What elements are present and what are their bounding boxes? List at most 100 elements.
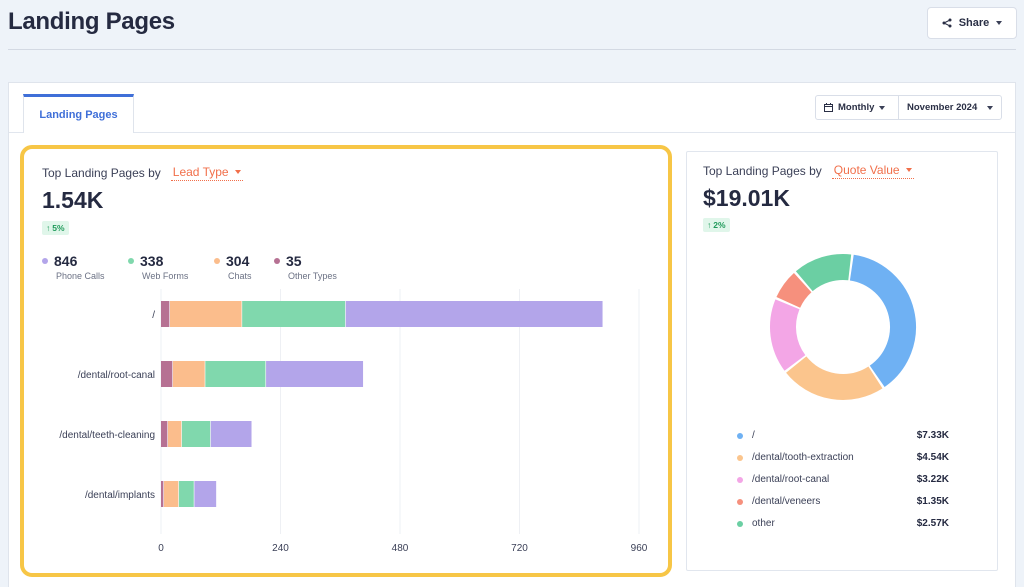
legend-label: /dental/root-canal [752,474,830,485]
lead-type-card: Top Landing Pages by Lead Type 1.54K ↑ 5… [20,145,672,577]
donut-slice[interactable] [849,254,916,387]
bar-segment[interactable] [161,361,173,387]
lead-card-title-text: Top Landing Pages by [42,166,161,180]
share-label: Share [958,17,990,29]
x-tick-label: 240 [272,543,289,554]
bar-segment[interactable] [161,301,170,327]
chevron-down-icon [879,105,886,110]
bar-segment[interactable] [345,301,603,327]
bar-segment[interactable] [194,481,217,507]
quote-value-dropdown[interactable]: Quote Value [831,163,914,179]
metric-other-types: 35 Other Types [274,253,337,281]
lead-card-title: Top Landing Pages by Lead Type [42,165,243,181]
metric-value: 846 [54,253,78,269]
metric-dot [274,258,280,264]
donut-slice[interactable] [776,272,812,309]
legend-item[interactable]: / $7.33K [737,430,949,441]
metric-dot [214,258,220,264]
quote-card-title: Top Landing Pages by Quote Value [703,163,914,179]
metric-label: Chats [228,271,252,281]
donut-slice[interactable] [795,254,852,292]
bar-segment[interactable] [210,421,252,447]
y-category-label: /dental/root-canal [78,370,155,381]
legend-item[interactable]: /dental/tooth-extraction $4.54K [737,452,949,463]
legend-value: $4.54K [916,452,949,463]
share-button[interactable]: Share [927,7,1017,39]
quote-change-badge: ↑ 2% [703,218,730,232]
chevron-down-icon [996,21,1003,25]
metric-value: 304 [226,253,250,269]
legend-value: $7.33K [916,430,949,441]
bar-segment[interactable] [169,301,242,327]
lead-type-dropdown-label: Lead Type [172,165,229,179]
y-category-label: / [152,310,155,321]
bar-segment[interactable] [161,481,164,507]
x-tick-label: 960 [631,543,648,554]
x-tick-label: 0 [158,543,164,554]
quote-value-card: Top Landing Pages by Quote Value $19.01K… [686,151,998,571]
legend-value: $1.35K [916,496,949,507]
lead-total: 1.54K [42,187,104,213]
legend-label: other [752,518,775,529]
legend-label: /dental/tooth-extraction [752,452,854,463]
lead-type-dropdown[interactable]: Lead Type [170,165,243,181]
metric-dot [128,258,134,264]
metric-web-forms: 338 Web Forms [128,253,188,281]
bar-segment[interactable] [172,361,205,387]
tab-landing-pages[interactable]: Landing Pages [23,94,134,133]
legend-label: /dental/veneers [752,496,821,507]
tab-strip-divider [9,132,1015,133]
metric-value: 35 [286,253,302,269]
calendar-icon [824,103,833,112]
period-select[interactable]: Monthly [815,95,899,120]
date-select[interactable]: November 2024 [898,95,1002,120]
quote-card-title-text: Top Landing Pages by [703,164,822,178]
legend-dot [737,476,743,483]
bar-segment[interactable] [167,421,182,447]
donut-slice[interactable] [770,299,806,371]
period-value: Monthly [838,102,875,113]
x-tick-label: 720 [511,543,528,554]
legend-dot [737,432,743,439]
page-title: Landing Pages [8,8,175,35]
x-tick-label: 480 [392,543,409,554]
bar-segment[interactable] [178,481,194,507]
title-divider [8,49,1016,50]
legend-dot [737,498,743,505]
bar-segment[interactable] [161,421,168,447]
metric-chats: 304 Chats [214,253,252,281]
legend-value: $2.57K [916,518,949,529]
legend-item[interactable]: /dental/root-canal $3.22K [737,474,949,485]
chevron-down-icon [987,105,993,110]
arrow-up-icon: ↑ [707,220,712,230]
y-category-label: /dental/teeth-cleaning [59,430,155,441]
lead-change-value: 5% [52,223,65,233]
chevron-down-icon [905,168,912,172]
legend-item[interactable]: other $2.57K [737,518,949,529]
metric-phone-calls: 846 Phone Calls [42,253,105,281]
legend-value: $3.22K [916,474,949,485]
chevron-down-icon [234,170,241,174]
metric-value: 338 [140,253,164,269]
donut-slice[interactable] [786,355,883,400]
metric-label: Phone Calls [56,271,105,281]
quote-total: $19.01K [703,185,790,211]
metric-label: Web Forms [142,271,189,281]
legend-dot [737,454,743,461]
lead-change-badge: ↑ 5% [42,221,69,235]
quote-value-donut-chart [770,254,916,400]
legend-label: / [752,430,755,441]
arrow-up-icon: ↑ [46,223,51,233]
bar-segment[interactable] [242,301,346,327]
share-icon [942,18,952,28]
y-category-label: /dental/implants [85,490,155,501]
bar-segment[interactable] [205,361,266,387]
bar-segment[interactable] [266,361,364,387]
date-value: November 2024 [907,102,978,113]
legend-dot [737,520,743,527]
bar-segment[interactable] [181,421,211,447]
legend-item[interactable]: /dental/veneers $1.35K [737,496,949,507]
bar-segment[interactable] [163,481,179,507]
lead-type-bar-chart: 0 240 480 720 960 / /dental/root-canal/dental/… [59,289,648,554]
quote-value-dropdown-label: Quote Value [833,163,900,177]
